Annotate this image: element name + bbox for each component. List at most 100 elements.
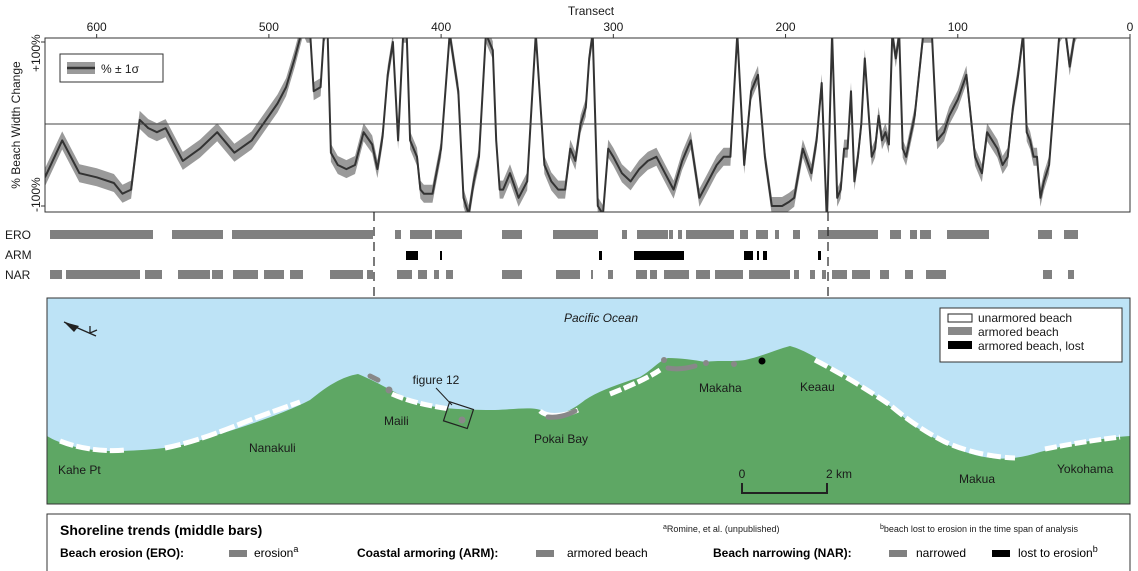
arm-bar — [440, 251, 442, 260]
scale-start: 0 — [739, 467, 746, 481]
swatch-lost — [948, 341, 972, 349]
ero-item-sup: a — [293, 544, 298, 554]
plot-frame — [44, 37, 1131, 213]
place-pokai-bay: Pokai Bay — [534, 432, 588, 446]
nar-item-1: narrowed — [916, 546, 966, 560]
nar-item-2: lost to erosionb — [1018, 544, 1098, 560]
nar-bar — [696, 270, 710, 279]
nar-bar — [233, 270, 258, 279]
ero-bar — [50, 230, 153, 239]
map-beach-yokohama — [1044, 434, 1121, 452]
map-beach-makaha — [609, 367, 662, 397]
nar-bar — [832, 270, 847, 279]
ero-item: erosiona — [254, 544, 298, 560]
nar-bar — [145, 270, 162, 279]
nar-bar — [50, 270, 62, 279]
nar-bar — [715, 270, 743, 279]
ero-bar — [947, 230, 989, 239]
north-arrow — [63, 321, 98, 337]
arm-item: armored beach — [567, 546, 648, 560]
nar-bar — [880, 270, 889, 279]
nar-bar — [926, 270, 946, 279]
nar-bar — [810, 270, 815, 279]
series-line — [45, 38, 1076, 212]
row-label-ero: ERO — [5, 228, 31, 242]
legend: % ± 1σ — [59, 53, 164, 83]
map: Pacific Ocean figure 12 Kahe Pt Nanakuli… — [46, 297, 1131, 505]
x-tick-label-200: 200 — [776, 20, 796, 34]
ero-bar — [435, 230, 462, 239]
swatch-armored — [948, 327, 972, 335]
legend-lost: armored beach, lost — [978, 339, 1085, 353]
ero-item-text: erosion — [254, 546, 293, 560]
y-tick-bottom: -100% — [29, 177, 43, 212]
ero-bar — [1064, 230, 1078, 239]
map-beach-keaau — [813, 357, 1016, 461]
nar-item-2-text: lost to erosion — [1018, 546, 1093, 560]
figure-12-leader — [435, 387, 453, 406]
nar-bar — [446, 270, 453, 279]
map-armored-dot-1 — [385, 386, 393, 394]
ero-bars — [50, 230, 1078, 239]
nar-bar — [608, 270, 613, 279]
ero-bar — [740, 230, 748, 239]
y-tick-top: +100% — [29, 34, 43, 72]
ero-bar — [818, 230, 878, 239]
map-armored-dot-2 — [458, 416, 466, 424]
map-lost-dot — [758, 357, 766, 365]
ero-bar — [410, 230, 432, 239]
ero-bar — [395, 230, 401, 239]
nar-bar — [794, 270, 799, 279]
note-b-sup: b — [880, 524, 884, 531]
map-armored-maili — [367, 373, 381, 383]
legend-armored: armored beach — [978, 325, 1059, 339]
place-keaau: Keaau — [800, 380, 835, 394]
lost-swatch — [992, 550, 1010, 557]
place-kahe-pt: Kahe Pt — [58, 463, 101, 477]
arm-bar — [406, 251, 418, 260]
ero-bar — [622, 230, 627, 239]
place-makua: Makua — [959, 472, 995, 486]
map-armored-dot-4 — [703, 360, 709, 366]
map-armored-pokai — [545, 408, 578, 420]
nar-swatch — [889, 550, 907, 557]
chart: Transect 600 500 400 300 200 100 0 % Beach Wid… — [9, 4, 1134, 213]
x-tick-label-300: 300 — [603, 20, 623, 34]
nar-bar — [1068, 270, 1074, 279]
ero-bar — [678, 230, 682, 239]
place-nanakuli: Nanakuli — [249, 441, 296, 455]
ero-bar — [756, 230, 768, 239]
ero-bar — [553, 230, 598, 239]
ero-bar — [910, 230, 917, 239]
note-a-sup: a — [663, 524, 667, 531]
ero-bar — [232, 230, 373, 239]
map-frame — [46, 297, 1131, 505]
y-axis-label: % Beach Width Change — [9, 61, 23, 189]
place-maili: Maili — [384, 414, 409, 428]
arm-label: Coastal armoring (ARM): — [357, 546, 498, 560]
nar-bar — [749, 270, 790, 279]
arm-bar — [757, 251, 759, 260]
ocean-label: Pacific Ocean — [564, 311, 638, 325]
nar-bar — [1043, 270, 1052, 279]
map-beach-left — [59, 438, 126, 454]
nar-bar — [330, 270, 363, 279]
figure-12-label: figure 12 — [413, 373, 460, 387]
note-b-text: beach lost to erosion in the time span o… — [884, 524, 1079, 534]
arm-bar — [763, 251, 767, 260]
nar-bar — [397, 270, 412, 279]
scale-end: 2 km — [826, 467, 852, 481]
nar-bar — [434, 270, 439, 279]
ero-bar — [775, 230, 779, 239]
ero-bar — [172, 230, 223, 239]
ero-bar — [637, 230, 668, 239]
place-yokohama: Yokohama — [1057, 462, 1114, 476]
x-tick-label-100: 100 — [948, 20, 968, 34]
scale-bar: 0 2 km — [739, 467, 852, 494]
arm-swatch — [536, 550, 554, 557]
x-ticks: 600 500 400 300 200 100 0 — [87, 20, 1134, 38]
note-b: bbeach lost to erosion in the time span … — [880, 524, 1079, 534]
nar-bar — [418, 270, 427, 279]
place-makaha: Makaha — [699, 381, 742, 395]
